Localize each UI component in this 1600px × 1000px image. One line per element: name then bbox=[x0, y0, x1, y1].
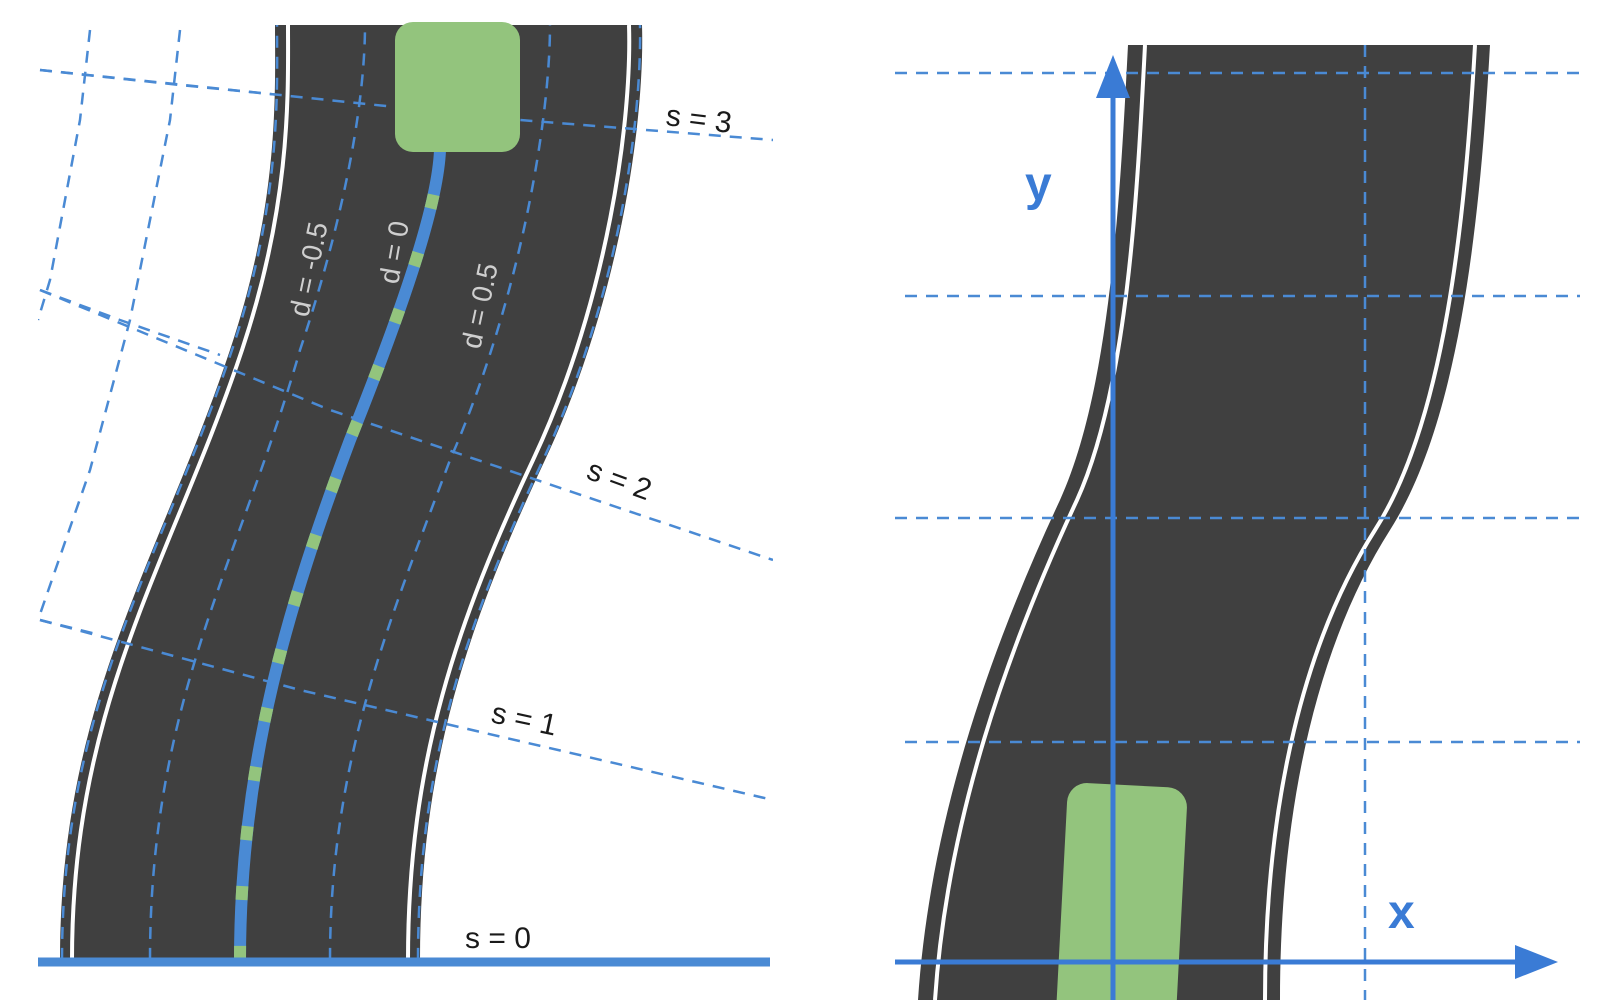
s-label-0: s = 0 bbox=[465, 922, 531, 955]
vehicle-frenet bbox=[395, 22, 520, 152]
s-label-3: s = 3 bbox=[664, 99, 733, 140]
road-edge-right bbox=[406, 24, 632, 961]
s-line-3 bbox=[39, 68, 773, 142]
cartesian-panel: y x bbox=[895, 44, 1580, 1000]
x-axis-label: x bbox=[1388, 886, 1415, 939]
x-axis-arrowhead bbox=[1515, 945, 1558, 979]
curved-road bbox=[60, 25, 643, 960]
lane-line-d-minus-half bbox=[148, 24, 367, 961]
curved-road-cartesian bbox=[918, 45, 1490, 1000]
road-edge-right-cartesian bbox=[1263, 44, 1477, 1000]
s-line-1 bbox=[39, 618, 773, 802]
y-axis-label: y bbox=[1025, 158, 1052, 211]
frenet-panel: s = 0 s = 1 s = 2 s = 3 d = -0.5 d = 0 d… bbox=[38, 22, 773, 967]
reference-path-markers bbox=[234, 149, 446, 961]
road-edge-left bbox=[70, 24, 291, 961]
cartesian-grid bbox=[895, 45, 1580, 1000]
y-axis-arrowhead bbox=[1096, 55, 1130, 98]
vehicle-cartesian bbox=[1055, 783, 1187, 1000]
road-edge-left-cartesian bbox=[933, 44, 1147, 1000]
lane-line-d-half bbox=[328, 24, 552, 961]
